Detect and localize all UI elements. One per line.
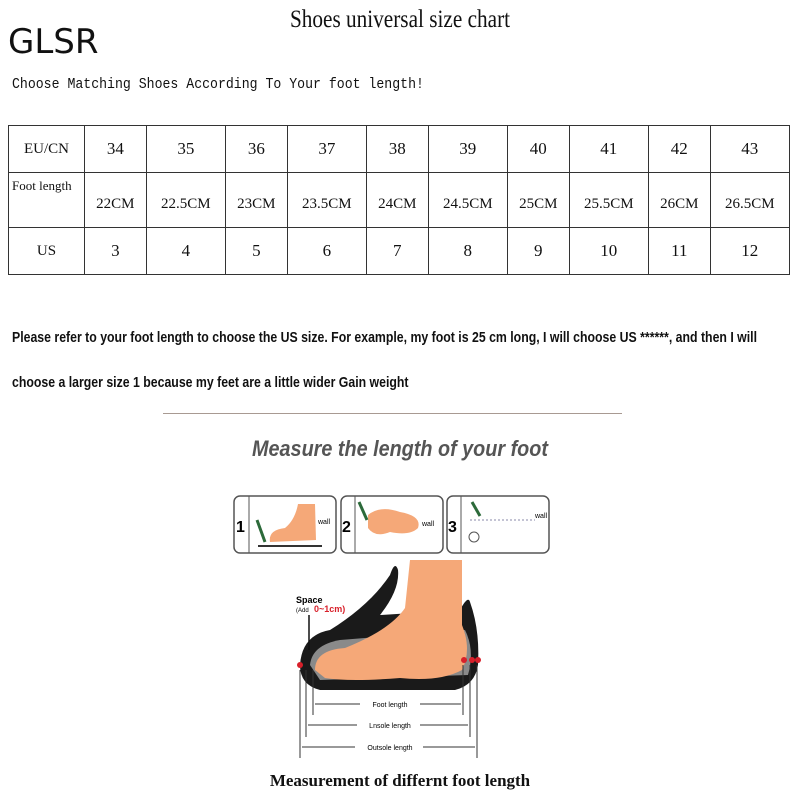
- table-cell: 26CM: [647, 172, 711, 228]
- brand-logo: GLSR: [8, 22, 99, 62]
- table-row-foot-length: Foot length 22CM 22.5CM 23CM 23.5CM 24CM…: [8, 172, 791, 228]
- table-cell: 6: [286, 227, 367, 275]
- svg-text:Space: Space: [296, 595, 323, 605]
- row-header: Foot length: [8, 172, 85, 228]
- pencil-icon: [357, 501, 369, 521]
- table-cell: 34: [84, 125, 147, 173]
- step-number: 1: [236, 519, 245, 536]
- foot-length-label: Foot length: [372, 702, 407, 709]
- table-cell: 36: [224, 125, 288, 173]
- table-cell: 25CM: [506, 172, 570, 228]
- length-dimension-lines: [299, 665, 478, 758]
- row-header: US: [8, 227, 85, 275]
- step-3-panel: 3 wall: [446, 495, 550, 554]
- table-cell: 37: [286, 125, 367, 173]
- foot-side-icon: [269, 504, 316, 542]
- foot-measure-diagram: 1 wall 2 wall 3 wall Space (Add 0~1cm): [233, 495, 550, 758]
- table-cell: 23CM: [224, 172, 288, 228]
- table-cell: 40: [506, 125, 570, 173]
- table-cell: 24.5CM: [427, 172, 508, 228]
- svg-text:wall: wall: [421, 521, 435, 528]
- pencil-icon: [255, 519, 267, 543]
- step-number: 3: [448, 519, 457, 536]
- table-cell: 7: [365, 227, 429, 275]
- table-cell: 39: [427, 125, 508, 173]
- insole-length-label: Lnsole length: [369, 723, 411, 730]
- row-header: EU/CN: [8, 125, 85, 173]
- table-cell: 25.5CM: [568, 172, 649, 228]
- shoe-illustration: Space (Add 0~1cm): [296, 560, 481, 690]
- table-cell: 41: [568, 125, 649, 173]
- table-cell: 10: [568, 227, 649, 275]
- page-title: Shoes universal size chart: [289, 6, 511, 33]
- table-cell: 9: [506, 227, 570, 275]
- table-cell: 23.5CM: [286, 172, 367, 228]
- table-cell: 22.5CM: [145, 172, 226, 228]
- table-row-us: US 3 4 5 6 7 8 9 10 11 12: [8, 227, 791, 275]
- table-cell: 8: [427, 227, 508, 275]
- table-cell: 38: [365, 125, 429, 173]
- table-cell: 35: [145, 125, 226, 173]
- outsole-length-label: Outsole length: [367, 745, 412, 752]
- divider: [163, 413, 622, 414]
- step-2-panel: 2 wall: [340, 495, 444, 554]
- table-cell: 3: [84, 227, 147, 275]
- table-cell: 4: [145, 227, 226, 275]
- measure-heading: Measure the length of your foot: [252, 436, 548, 461]
- step-1-panel: 1 wall: [233, 495, 337, 554]
- table-cell: 42: [647, 125, 711, 173]
- table-cell: 43: [709, 125, 791, 173]
- svg-text:(Add: (Add: [296, 608, 309, 614]
- svg-text:0~1cm): 0~1cm): [314, 604, 345, 614]
- size-table: EU/CN 34 35 36 37 38 39 40 41 42 43 Foot…: [8, 125, 791, 275]
- svg-text:wall: wall: [317, 519, 331, 526]
- diagram-caption: Measurement of differnt foot length: [269, 771, 531, 790]
- table-cell: 12: [709, 227, 791, 275]
- table-cell: 11: [647, 227, 711, 275]
- table-cell: 22CM: [84, 172, 147, 228]
- foot-top-icon: [368, 509, 419, 535]
- foot-icon: [315, 560, 467, 680]
- table-cell: 26.5CM: [709, 172, 791, 228]
- table-cell: 5: [224, 227, 288, 275]
- table-row-eu: EU/CN 34 35 36 37 38 39 40 41 42 43: [8, 125, 791, 173]
- instruction-line-1: Please refer to your foot length to choo…: [12, 329, 757, 346]
- table-cell: 24CM: [365, 172, 429, 228]
- tape-icon: [468, 531, 480, 543]
- subtitle: Choose Matching Shoes According To Your …: [12, 76, 424, 93]
- step-number: 2: [342, 519, 351, 536]
- svg-text:wall: wall: [534, 513, 548, 520]
- pencil-icon: [470, 501, 482, 517]
- instruction-line-2: choose a larger size 1 because my feet a…: [12, 374, 409, 391]
